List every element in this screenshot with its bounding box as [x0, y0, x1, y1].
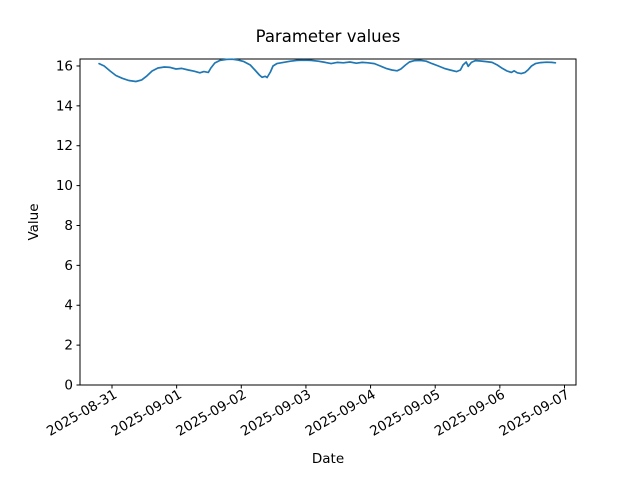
y-tick-label: 0: [64, 378, 73, 394]
plot-area-border: [79, 58, 577, 386]
x-axis-label: Date: [312, 451, 344, 467]
x-tick-label: 2025-09-01: [109, 387, 185, 440]
data-series-line: [98, 58, 557, 83]
y-tick-label: 10: [56, 178, 73, 194]
y-tick-label: 16: [56, 58, 73, 74]
x-axis-ticks: 2025-08-312025-09-012025-09-022025-09-03…: [44, 385, 572, 440]
y-tick-label: 6: [64, 258, 73, 274]
x-tick-label: 2025-09-05: [367, 387, 443, 440]
x-tick-label: 2025-09-04: [303, 387, 379, 440]
x-tick-label: 2025-09-03: [238, 387, 314, 440]
y-tick-label: 14: [56, 98, 73, 114]
y-tick-label: 2: [64, 338, 73, 354]
y-axis-ticks: 0 2 4 6 8 10 12 14 16: [56, 58, 80, 394]
x-tick-label: 2025-09-07: [497, 387, 573, 440]
x-tick-label: 2025-08-31: [44, 387, 120, 440]
chart-title: Parameter values: [256, 27, 401, 46]
y-tick-label: 8: [64, 218, 73, 234]
x-tick-label: 2025-09-02: [173, 387, 249, 440]
y-tick-label: 12: [56, 138, 73, 154]
x-tick-label: 2025-09-06: [432, 387, 508, 440]
y-tick-label: 4: [64, 298, 73, 314]
y-axis-label: Value: [26, 203, 42, 240]
